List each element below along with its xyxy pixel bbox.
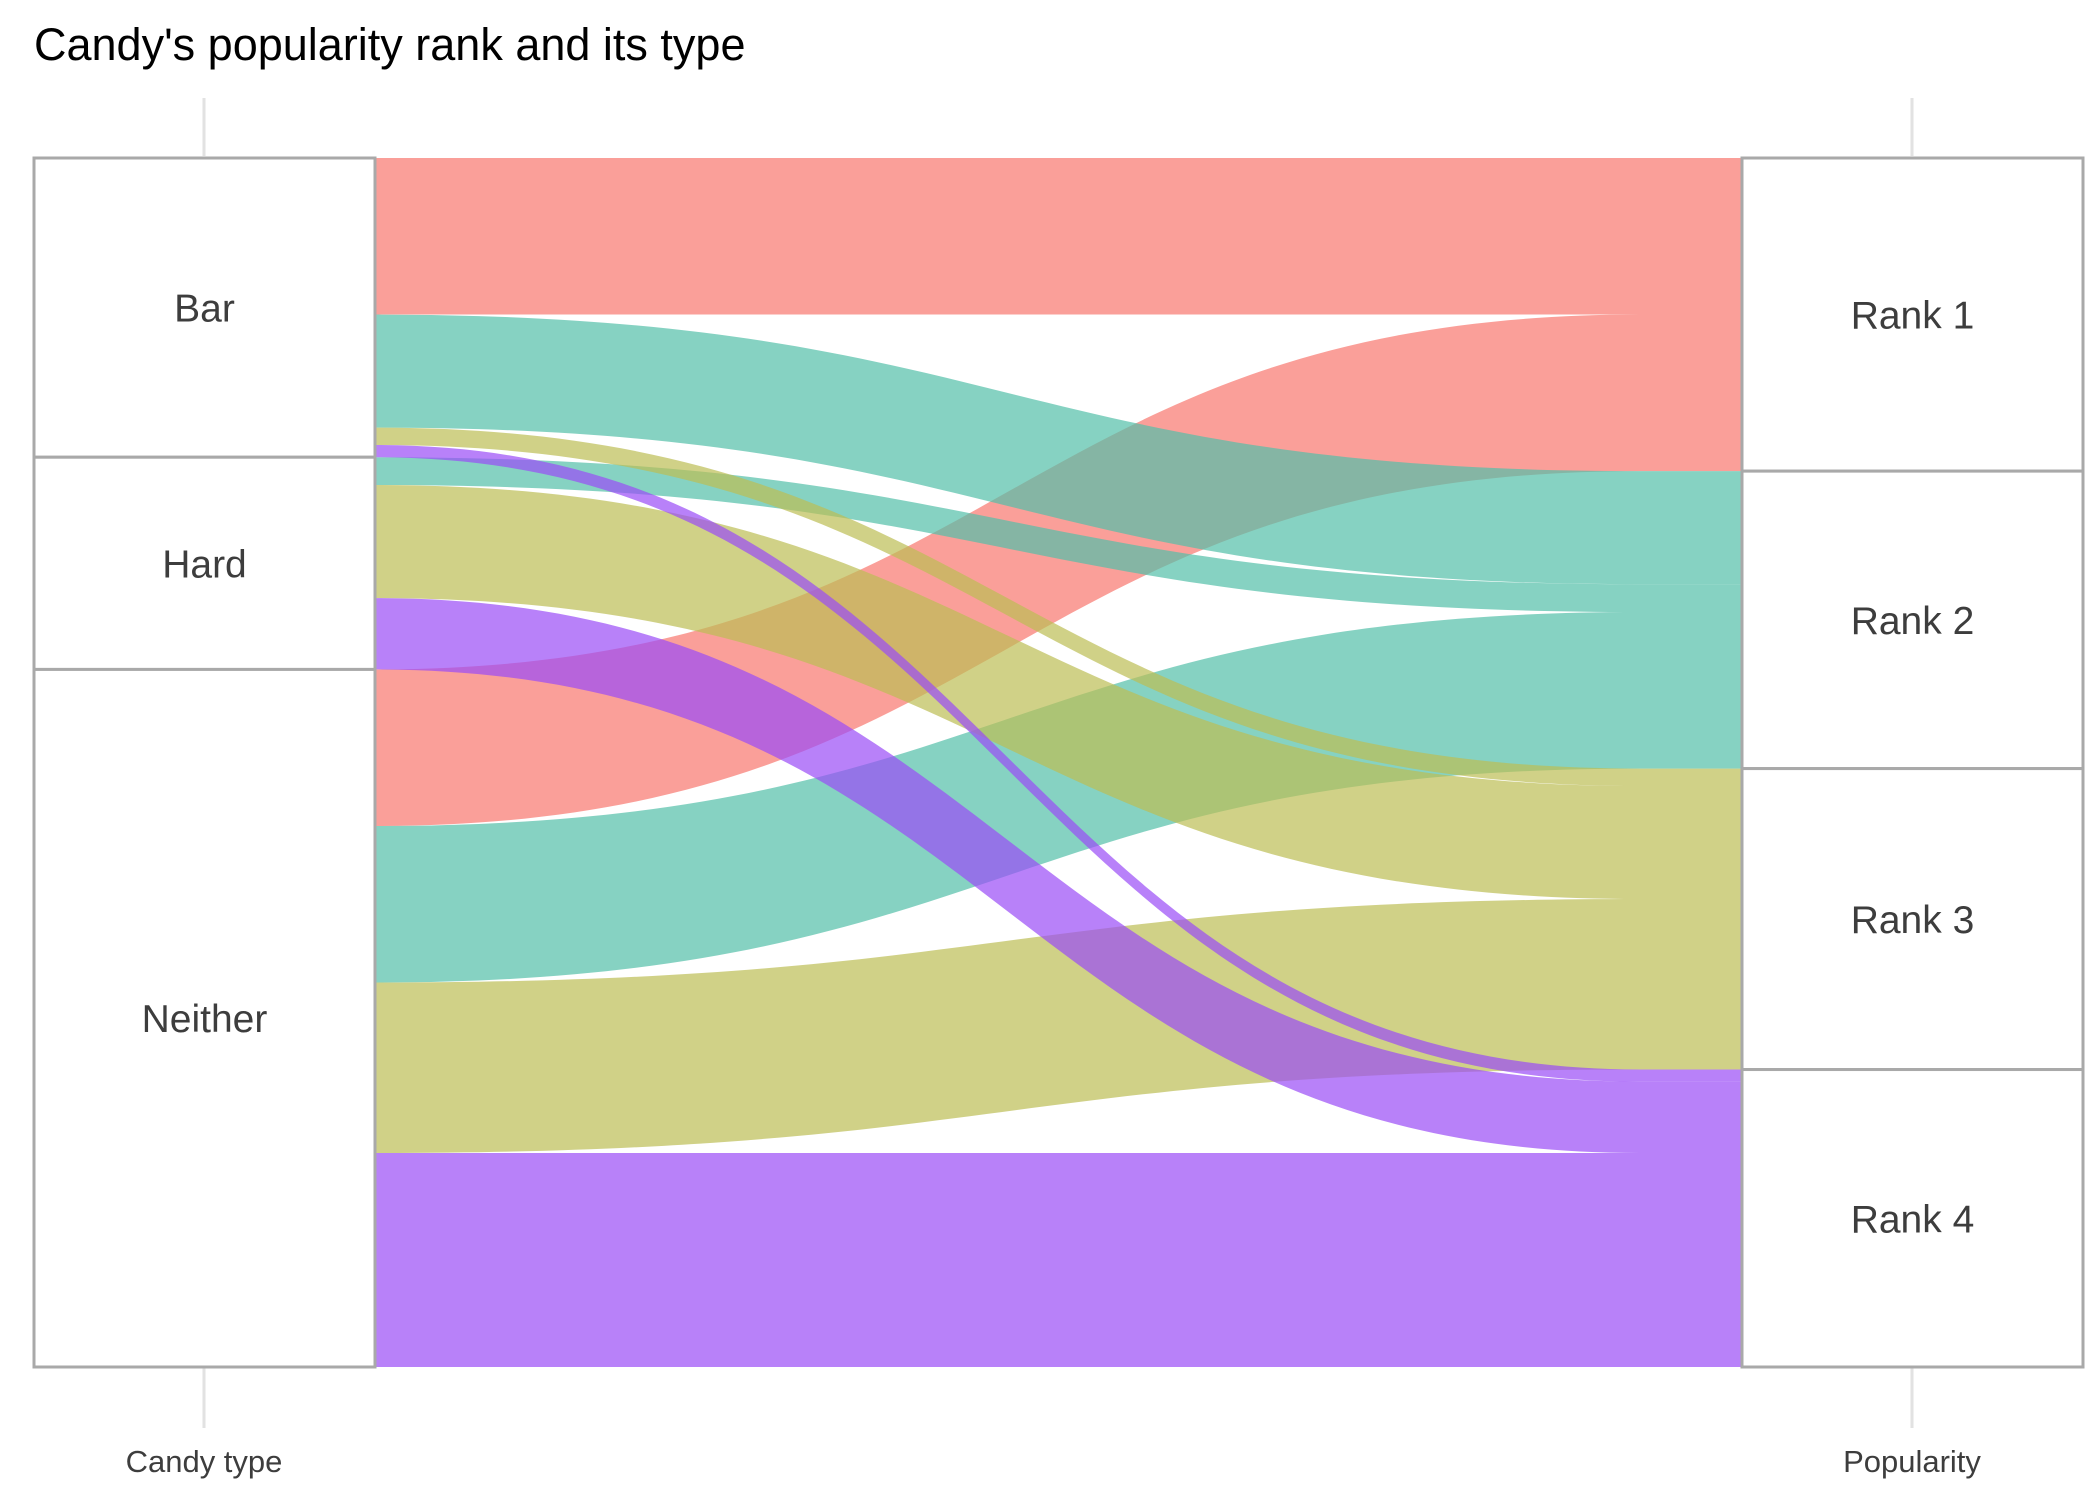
stratum-label-rank-4: Rank 4 [1851,1198,1975,1241]
stratum-left-bar [32,156,377,459]
stratum-right-rank-3 [1740,767,2085,1072]
stratum-right-rank-2 [1740,469,2085,771]
flow-neither-rank-2 [375,612,1742,983]
flow-neither-rank-4 [375,1153,1742,1367]
stratum-left-neither [32,667,377,1369]
chart-title: Candy's popularity rank and its type [34,19,745,70]
flow-hard-rank-3 [375,485,1742,900]
flow-hard-rank-2 [375,457,1742,613]
flow-bar-rank-1 [375,158,1742,315]
axis-label-popularity: Popularity [1843,1444,1981,1479]
axis-label-candy-type: Candy type [126,1444,283,1479]
stratum-label-rank-2: Rank 2 [1851,600,1975,643]
flow-neither-rank-3 [375,899,1742,1154]
flows-layer [375,158,1742,1367]
flow-hard-rank-4 [375,598,1742,1154]
flow-bar-rank-2 [375,314,1742,585]
stratum-label-rank-3: Rank 3 [1851,899,1975,942]
stratum-label-bar: Bar [174,288,235,331]
stratum-label-hard: Hard [162,543,247,586]
stratum-label-neither: Neither [142,998,268,1041]
stratum-label-rank-1: Rank 1 [1851,295,1975,338]
strata-layer: Bar Hard Neither Rank 1 Rank 2 Rank 3 Rank 4 [32,156,2085,1369]
stratum-right-rank-4 [1740,1068,2085,1369]
